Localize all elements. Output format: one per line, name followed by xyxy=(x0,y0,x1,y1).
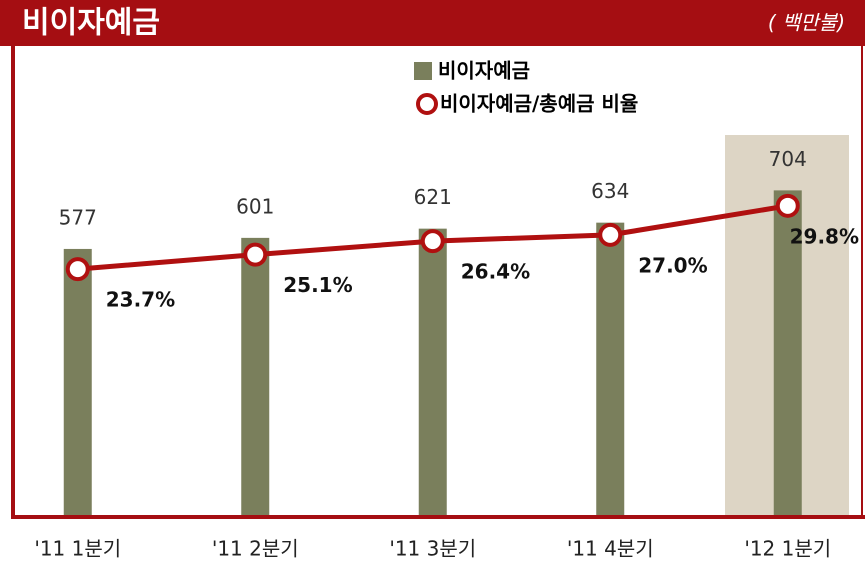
line-point xyxy=(420,229,445,254)
line-point xyxy=(243,242,268,267)
legend-swatch-line xyxy=(416,93,438,115)
line-value-label: 23.7% xyxy=(106,288,175,312)
bar xyxy=(773,190,802,515)
legend-label: 비이자예금 xyxy=(438,59,530,83)
bar-value-label: 621 xyxy=(414,185,452,209)
bar-value-label: 601 xyxy=(236,194,274,218)
line-value-label: 29.8% xyxy=(790,224,859,248)
x-tick-label: '11 3분기 xyxy=(389,537,476,561)
bar xyxy=(241,237,270,515)
bar-value-label: 634 xyxy=(591,179,629,203)
bar-value-label: 704 xyxy=(769,147,807,171)
line-value-label: 26.4% xyxy=(461,260,530,284)
x-tick-label: '11 2분기 xyxy=(212,537,299,561)
line-point xyxy=(775,193,800,218)
chart-title: 비이자예금 xyxy=(22,6,160,41)
title-bar xyxy=(0,0,865,46)
line-value-label: 27.0% xyxy=(638,253,707,277)
line-point xyxy=(65,257,90,282)
x-tick-label: '11 1분기 xyxy=(34,537,121,561)
line-point xyxy=(598,222,623,247)
bar-value-label: 577 xyxy=(59,205,97,229)
unit-label: ( 백만불) xyxy=(768,11,845,35)
x-tick-label: '12 1분기 xyxy=(744,537,831,561)
bar xyxy=(596,222,625,515)
bar xyxy=(418,228,447,515)
legend-swatch-bar xyxy=(414,62,432,80)
bar xyxy=(63,248,92,515)
x-tick-label: '11 4분기 xyxy=(567,537,654,561)
line-value-label: 25.1% xyxy=(283,273,352,297)
legend-label: 비이자예금/총예금 비율 xyxy=(440,92,638,116)
